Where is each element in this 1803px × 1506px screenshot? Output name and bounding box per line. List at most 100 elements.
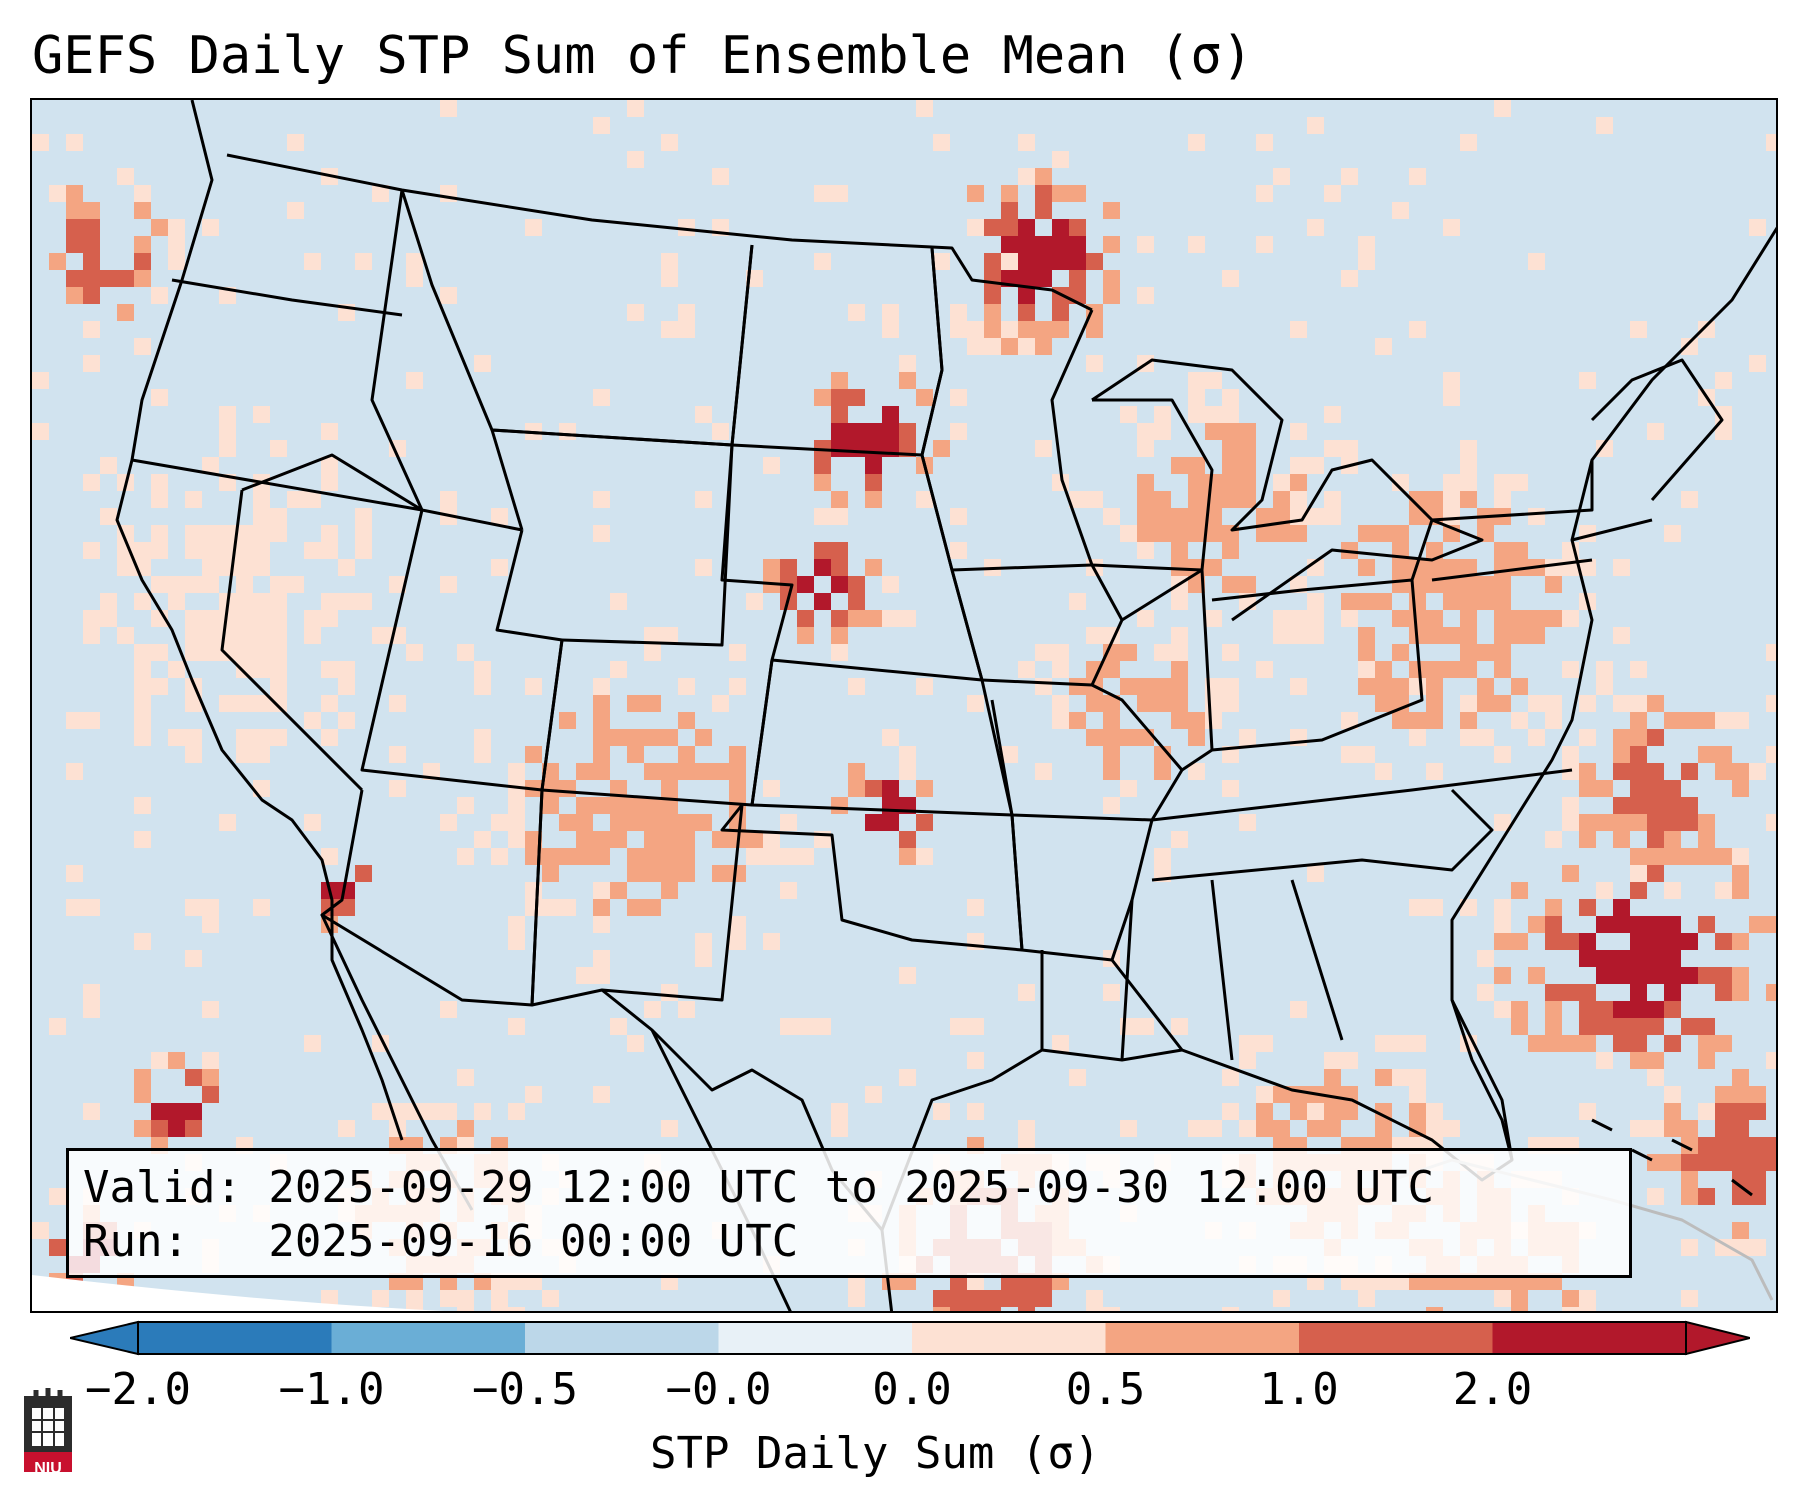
stp-cell — [117, 270, 134, 287]
stp-cell — [729, 933, 746, 950]
stp-cell — [1086, 491, 1103, 508]
stp-cell — [967, 219, 984, 236]
stp-cell — [627, 729, 644, 746]
stp-cell — [1341, 270, 1358, 287]
stp-cell — [1307, 610, 1324, 627]
stp-cell — [1069, 678, 1086, 695]
stp-cell — [1681, 763, 1698, 780]
stp-cell — [1766, 134, 1776, 151]
stp-cell — [746, 593, 763, 610]
pacific-coastline — [115, 100, 404, 1141]
stp-cell — [576, 797, 593, 814]
stp-cell — [1035, 644, 1052, 661]
stp-cell — [593, 678, 610, 695]
stp-cell — [66, 763, 83, 780]
stp-cell — [253, 542, 270, 559]
stp-cell — [1341, 610, 1358, 627]
stp-cell — [593, 967, 610, 984]
stp-cell — [1018, 270, 1035, 287]
stp-cell — [1664, 1120, 1681, 1137]
stp-cell — [1545, 1001, 1562, 1018]
stp-cell — [151, 1103, 168, 1120]
stp-cell — [1222, 474, 1239, 491]
stp-cell — [134, 678, 151, 695]
stp-cell — [1358, 253, 1375, 270]
stp-cell — [1290, 321, 1307, 338]
stp-cell — [627, 899, 644, 916]
stp-cell — [1443, 559, 1460, 576]
stp-cell — [491, 814, 508, 831]
stp-cell — [814, 474, 831, 491]
stp-cell — [304, 712, 321, 729]
stp-cell — [984, 219, 1001, 236]
stp-cell — [1086, 1307, 1103, 1311]
stp-cell — [1409, 1069, 1426, 1086]
stp-cell — [1579, 559, 1596, 576]
stp-cell — [1358, 644, 1375, 661]
stp-cell — [1562, 661, 1579, 678]
stp-cell — [1409, 729, 1426, 746]
stp-cell — [848, 440, 865, 457]
stp-cell — [66, 899, 83, 916]
stp-cell — [1647, 763, 1664, 780]
stp-cell — [1290, 423, 1307, 440]
stp-cell — [1103, 695, 1120, 712]
stp-cell — [117, 168, 134, 185]
stp-cell — [1511, 559, 1528, 576]
stp-cell — [1698, 814, 1715, 831]
stp-cell — [1545, 933, 1562, 950]
stp-cell — [763, 831, 780, 848]
stp-cell — [1545, 984, 1562, 1001]
stp-cell — [1018, 304, 1035, 321]
stp-cell — [831, 372, 848, 389]
stp-cell — [1358, 746, 1375, 763]
stp-cell — [1137, 610, 1154, 627]
stp-cell — [1307, 219, 1324, 236]
stp-cell — [1443, 661, 1460, 678]
stp-cell — [576, 967, 593, 984]
stp-cell — [474, 661, 491, 678]
stp-cell — [882, 304, 899, 321]
stp-cell — [1647, 695, 1664, 712]
stp-cell — [168, 576, 185, 593]
stp-cell — [1698, 1137, 1715, 1154]
stp-cell — [1681, 1154, 1698, 1171]
stp-cell — [117, 542, 134, 559]
stp-cell — [967, 1307, 984, 1311]
stp-cell — [491, 508, 508, 525]
stp-cell — [389, 780, 406, 797]
stp-cell — [1732, 865, 1749, 882]
stp-cell — [661, 627, 678, 644]
stp-cell — [270, 576, 287, 593]
stp-cell — [440, 287, 457, 304]
stp-cell — [1222, 440, 1239, 457]
stp-cell — [627, 1035, 644, 1052]
stp-cell — [610, 797, 627, 814]
stp-cell — [440, 491, 457, 508]
colorbar-border — [137, 1321, 1687, 1355]
stp-cell — [1732, 712, 1749, 729]
stp-cell — [1222, 695, 1239, 712]
stp-cell — [1392, 542, 1409, 559]
stp-cell — [1460, 661, 1477, 678]
stp-cell — [1613, 1001, 1630, 1018]
stp-cell — [1681, 1171, 1698, 1188]
stp-cell — [1647, 1120, 1664, 1137]
stp-cell — [882, 780, 899, 797]
stp-cell — [1171, 678, 1188, 695]
stp-cell — [83, 270, 100, 287]
stp-cell — [1018, 338, 1035, 355]
stp-cell — [1426, 763, 1443, 780]
stp-cell — [117, 559, 134, 576]
stp-cell — [1528, 695, 1545, 712]
stp-cell — [797, 576, 814, 593]
stp-cell — [134, 270, 151, 287]
stp-cell — [236, 644, 253, 661]
stp-cell — [1018, 661, 1035, 678]
stp-cell — [1137, 542, 1154, 559]
stp-cell — [202, 644, 219, 661]
stp-cell — [1443, 593, 1460, 610]
stp-cell — [933, 134, 950, 151]
stp-cell — [1256, 1035, 1273, 1052]
stp-cell — [1664, 1103, 1681, 1120]
